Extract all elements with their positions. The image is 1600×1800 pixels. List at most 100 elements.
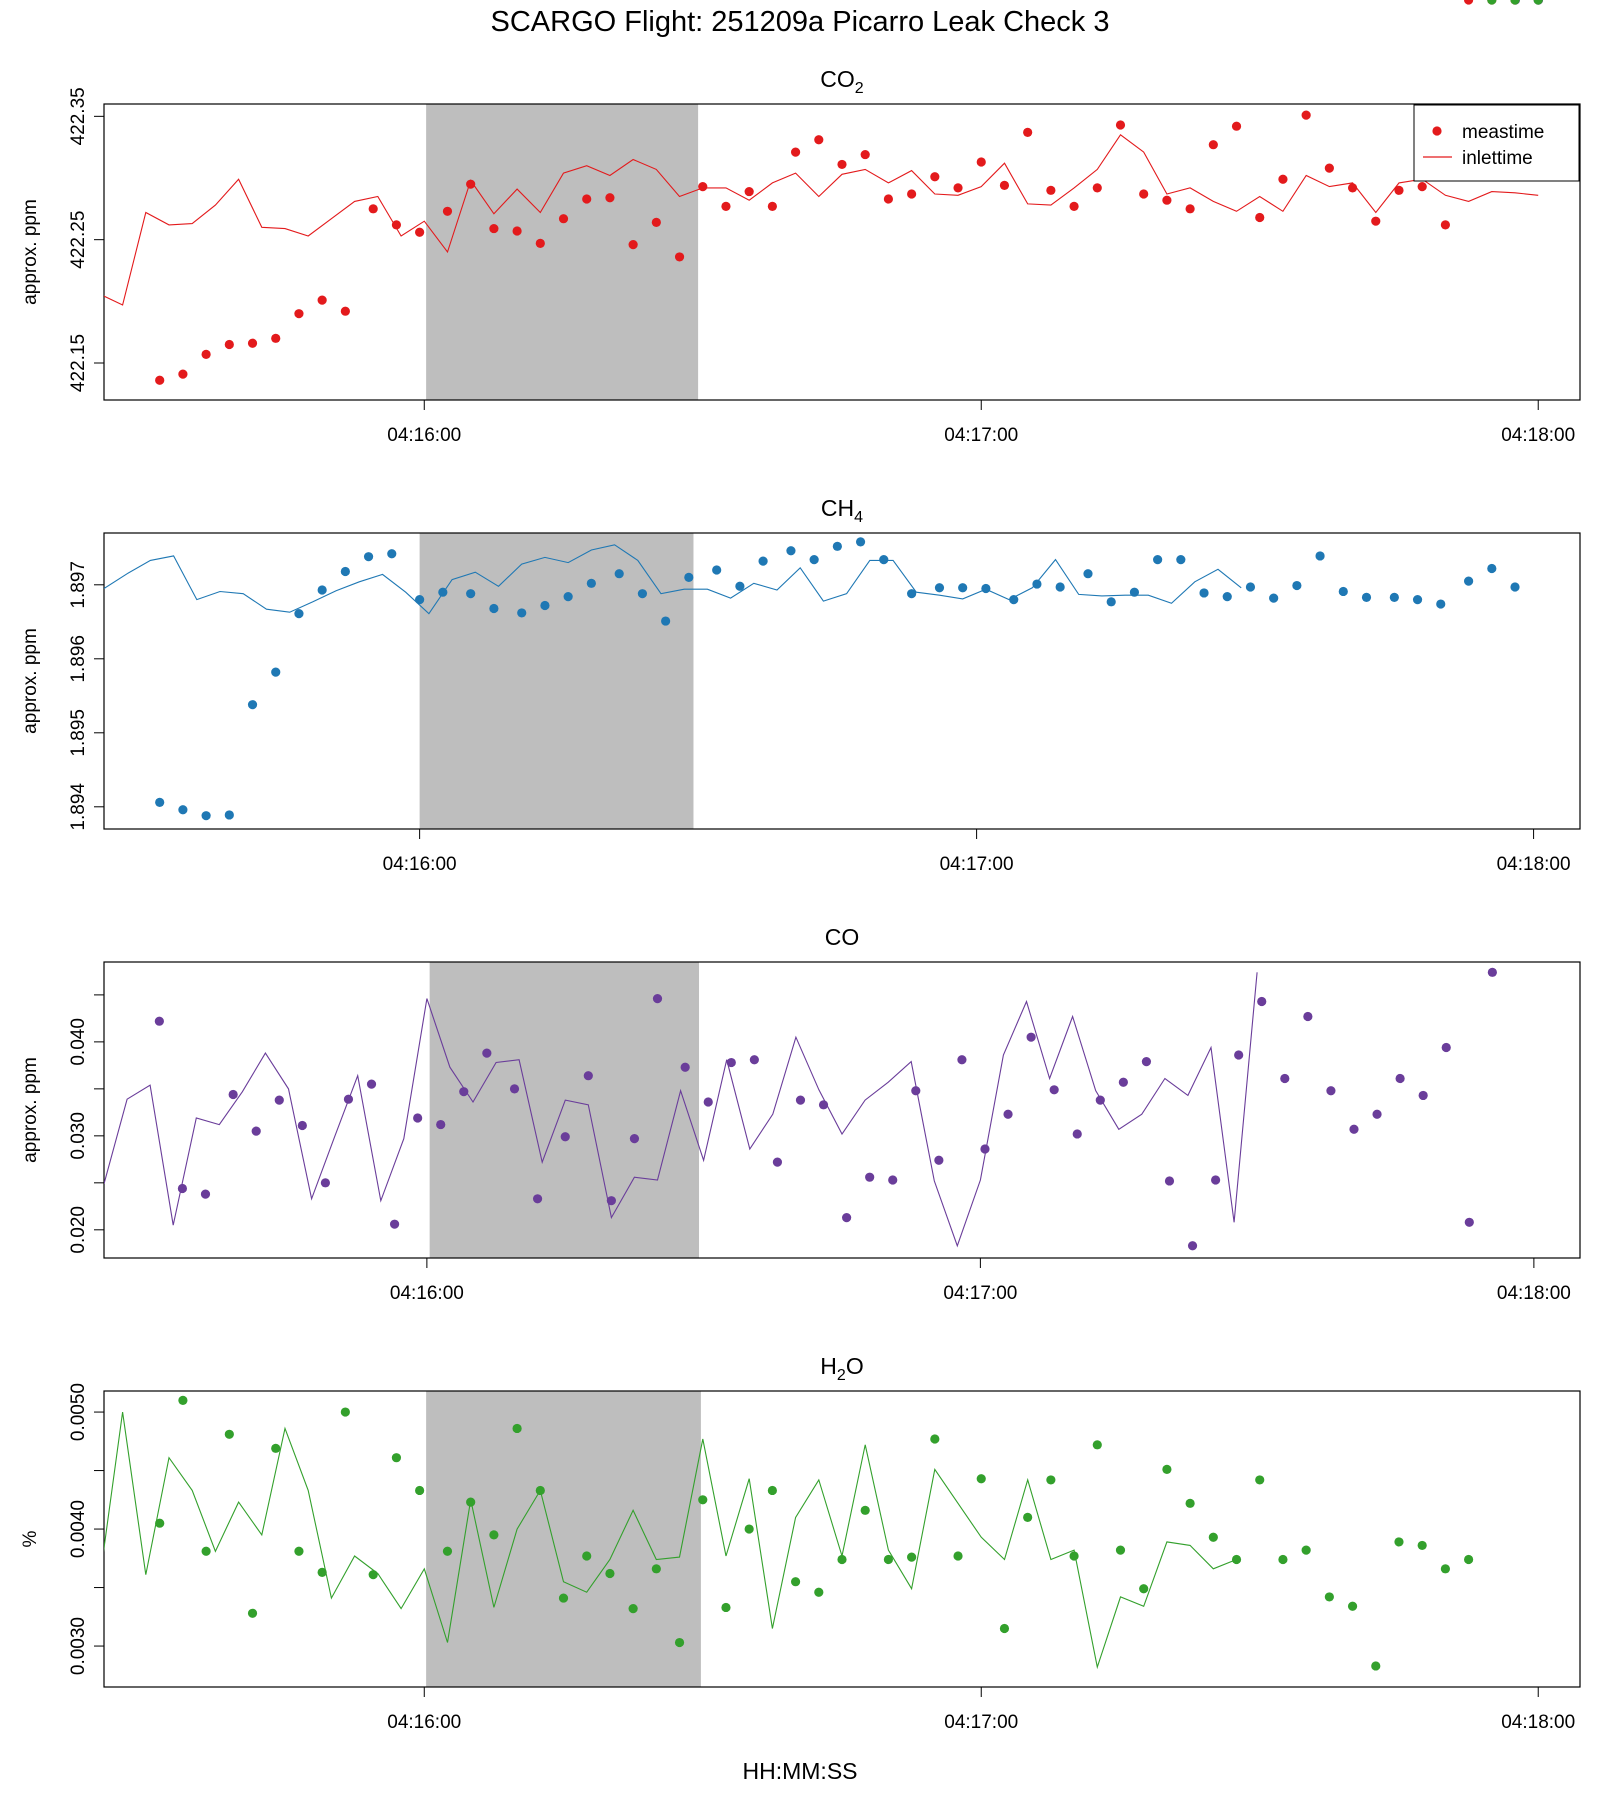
- meastime-point: [999, 1623, 1010, 1634]
- meastime-point: [294, 309, 304, 319]
- x-tick-label: 04:18:00: [1497, 854, 1571, 875]
- meastime-point: [1417, 182, 1427, 192]
- meastime-point: [563, 592, 573, 602]
- meastime-point: [271, 1443, 281, 1453]
- meastime-point: [247, 700, 258, 710]
- meastime-point: [558, 1593, 569, 1603]
- meastime-point: [1162, 195, 1172, 205]
- y-axis-label: approx. ppm: [20, 628, 41, 734]
- meastime-point: [842, 1212, 852, 1223]
- meastime-point: [976, 1474, 986, 1484]
- meastime-point: [442, 1546, 453, 1556]
- meastime-point: [1441, 1042, 1451, 1053]
- meastime-point: [767, 1485, 777, 1496]
- shaded-region: [429, 962, 700, 1258]
- meastime-point: [317, 1567, 327, 1577]
- inlettime-line: [104, 1412, 1237, 1670]
- meastime-point: [512, 1423, 522, 1434]
- meastime-point: [247, 338, 258, 348]
- y-tick-label: 0.0050: [68, 1383, 89, 1441]
- meastime-point: [224, 810, 234, 820]
- meastime-point: [790, 1577, 801, 1587]
- y-tick-label: 0.0030: [68, 1617, 89, 1675]
- meastime-point: [413, 1113, 423, 1123]
- meastime-point: [1139, 189, 1149, 199]
- meastime-point: [684, 572, 694, 583]
- meastime-point: [860, 1505, 870, 1515]
- meastime-point: [1292, 580, 1302, 591]
- meastime-point: [251, 1126, 261, 1136]
- meastime-point: [767, 201, 777, 211]
- y-tick-label: 422.15: [68, 334, 89, 392]
- meastime-point: [1347, 183, 1358, 193]
- meastime-point: [1278, 1554, 1288, 1565]
- meastime-point: [1436, 599, 1446, 609]
- meastime-point: [583, 1071, 593, 1081]
- meastime-point: [907, 189, 917, 199]
- meastime-point: [674, 252, 685, 262]
- meastime-point: [1255, 212, 1265, 223]
- meastime-point: [1083, 569, 1093, 579]
- shaded-region: [426, 1391, 701, 1687]
- x-tick-label: 04:18:00: [1497, 1283, 1571, 1304]
- inlettime-line: [104, 544, 1242, 615]
- panel-3: CO approx. ppm 0.020 0.030 0.040 04:16:00 04:1…: [20, 0, 1581, 1304]
- meastime-point: [340, 566, 350, 577]
- meastime-point: [415, 227, 425, 237]
- meastime-point: [271, 667, 281, 677]
- meastime-point: [177, 1183, 188, 1194]
- meastime-point: [224, 1429, 234, 1439]
- x-tick-label: 04:17:00: [944, 425, 1018, 446]
- meastime-point: [1372, 1109, 1382, 1119]
- y-tick-label: 1.895: [68, 709, 89, 757]
- panel-2: CH4 approx. ppm 1.894 1.895 1.896 1.897 04:16:…: [20, 0, 1581, 875]
- meastime-point: [1269, 593, 1279, 603]
- meastime-point: [1440, 1564, 1450, 1574]
- meastime-point: [911, 1086, 921, 1096]
- meastime-point: [489, 223, 499, 234]
- y-tick-label: 1.897: [68, 561, 89, 609]
- meastime-point: [1023, 127, 1033, 137]
- meastime-point: [1185, 1498, 1195, 1508]
- meastime-point: [703, 1097, 713, 1107]
- meastime-point: [224, 339, 234, 350]
- meastime-point: [155, 797, 165, 807]
- meastime-point: [366, 1079, 377, 1089]
- meastime-point: [1245, 582, 1256, 592]
- meastime-point: [391, 1453, 402, 1463]
- meastime-point: [1164, 1176, 1175, 1186]
- y-tick-label: 422.25: [68, 211, 89, 269]
- meastime-point: [459, 1087, 469, 1097]
- meastime-point: [814, 1587, 824, 1597]
- meastime-point: [1347, 1601, 1358, 1611]
- meastime-point: [368, 204, 378, 214]
- meastime-point: [698, 182, 708, 192]
- meastime-point: [438, 587, 448, 597]
- meastime-point: [721, 1602, 731, 1613]
- meastime-point: [1208, 140, 1218, 150]
- meastime-point: [883, 194, 894, 204]
- meastime-point: [271, 333, 281, 343]
- meastime-point: [1162, 1464, 1172, 1474]
- meastime-point: [1072, 1129, 1082, 1139]
- plot-frame: [103, 1390, 1581, 1688]
- meastime-point: [1187, 1241, 1198, 1251]
- meastime-point: [1315, 551, 1325, 561]
- meastime-point: [154, 1016, 164, 1026]
- meastime-point: [343, 1094, 354, 1104]
- meastime-point: [1095, 1095, 1105, 1105]
- meastime-point: [1211, 1175, 1221, 1185]
- x-tick-label: 04:17:00: [940, 854, 1014, 875]
- meastime-point: [415, 1485, 425, 1496]
- legend-meastime-label: meastime: [1462, 122, 1544, 143]
- meastime-point: [1046, 185, 1056, 195]
- meastime-point: [735, 581, 745, 591]
- y-axis-label: approx. ppm: [20, 1057, 41, 1163]
- meastime-point: [1301, 110, 1311, 120]
- meastime-point: [1464, 576, 1474, 586]
- meastime-point: [953, 183, 963, 193]
- meastime-point: [809, 555, 819, 565]
- panel-title: CO: [825, 924, 860, 950]
- meastime-point: [368, 1570, 378, 1580]
